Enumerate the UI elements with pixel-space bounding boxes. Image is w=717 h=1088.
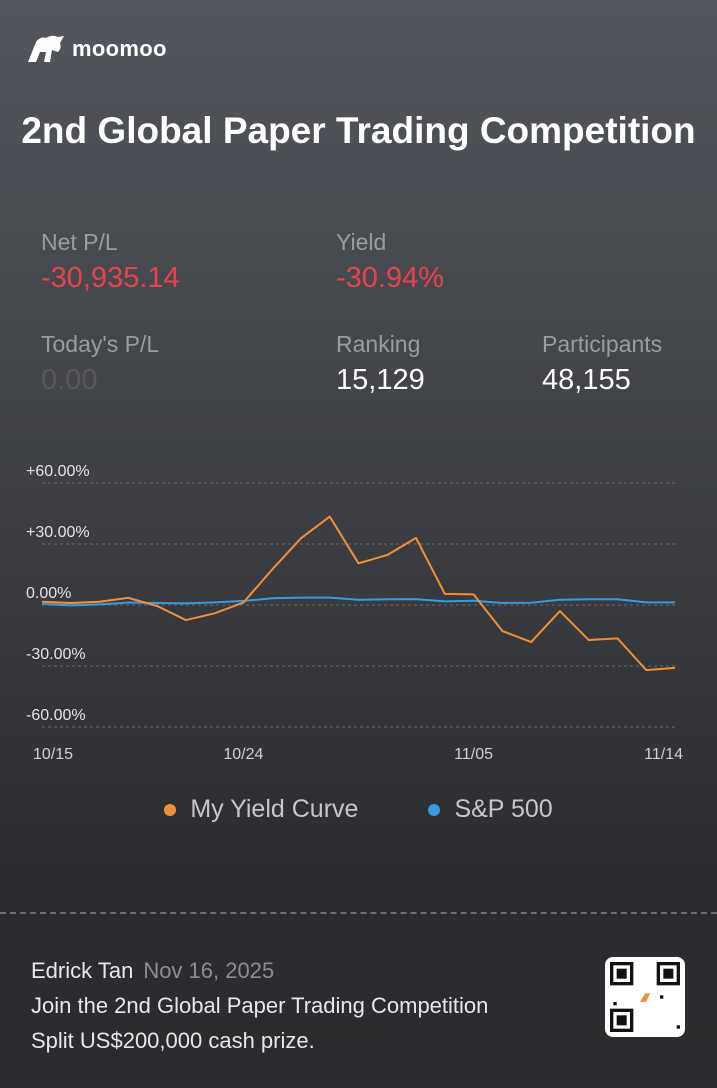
yield-chart: +60.00% +30.00% 0.00% -30.00% -60.00% 10/15 10… — [26, 463, 683, 763]
ranking-label: Ranking — [336, 331, 421, 357]
share-footer: Edrick Tan Nov 16, 2025 Join the 2nd Glob… — [31, 953, 488, 1058]
todays-pl-stat: Today's P/L 0.00 — [41, 331, 159, 397]
legend-sp500-label: S&P 500 — [454, 795, 553, 823]
participants-label: Participants — [542, 331, 663, 357]
qr-code — [605, 957, 685, 1037]
promo-line-1: Join the 2nd Global Paper Trading Compet… — [31, 993, 489, 1018]
yield-label: Yield — [336, 229, 387, 255]
yield-stat: Yield -30.94% — [336, 229, 444, 295]
logo-text: moomoo — [72, 36, 167, 61]
todays-pl-label: Today's P/L — [41, 331, 160, 357]
y-tick-label: -30.00% — [26, 646, 86, 663]
legend-my-yield-label: My Yield Curve — [190, 795, 359, 823]
participants-stat: Participants 48,155 — [542, 331, 662, 397]
y-tick-label: -60.00% — [26, 707, 86, 724]
chart-legend: My Yield Curve S&P 500 — [0, 795, 717, 824]
share-date: Nov 16, 2025 — [143, 958, 275, 983]
ranking-value: 15,129 — [336, 364, 425, 396]
x-tick-label: 10/24 — [223, 746, 263, 763]
ranking-stat: Ranking 15,129 — [336, 331, 425, 397]
qr-code-icon — [610, 962, 680, 1032]
x-tick-label: 10/15 — [33, 746, 73, 763]
promo-line-2: Split US$200,000 cash prize. — [31, 1028, 315, 1053]
todays-pl-value: 0.00 — [41, 364, 98, 396]
legend-my-yield: My Yield Curve — [164, 795, 358, 824]
user-name: Edrick Tan — [31, 958, 134, 983]
legend-dot-orange — [164, 803, 177, 816]
sp500-line — [41, 596, 675, 607]
y-tick-label: +30.00% — [26, 524, 90, 541]
net-pl-value: -30,935.14 — [41, 262, 180, 294]
y-tick-label: 0.00% — [26, 585, 71, 602]
x-tick-label: 11/14 — [644, 746, 683, 763]
bull-logo-icon — [28, 35, 64, 62]
yield-value: -30.94% — [336, 262, 445, 294]
dashed-divider — [0, 912, 717, 914]
y-tick-label: +60.00% — [26, 463, 90, 480]
moomoo-logo: moomoo — [26, 34, 167, 64]
legend-dot-blue — [428, 803, 441, 816]
my-yield-line — [41, 515, 676, 672]
x-tick-label: 11/05 — [454, 746, 493, 763]
net-pl-stat: Net P/L -30,935.14 — [41, 229, 180, 295]
page-title: 2nd Global Paper Trading Competition — [21, 110, 696, 151]
participants-value: 48,155 — [542, 364, 631, 396]
legend-sp500: S&P 500 — [428, 795, 553, 824]
net-pl-label: Net P/L — [41, 229, 118, 255]
